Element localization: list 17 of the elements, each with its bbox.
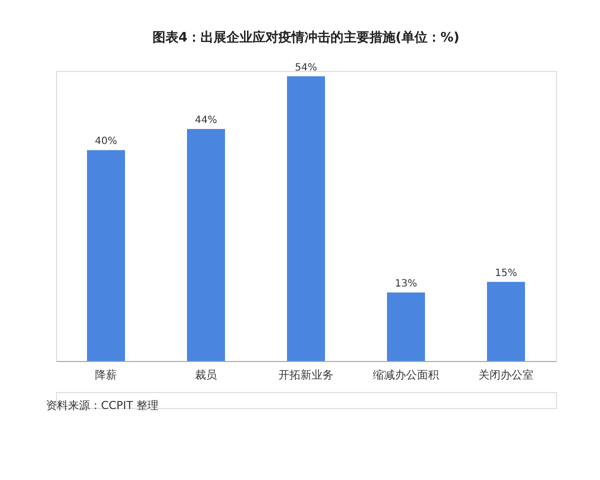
data-label: 44%: [194, 115, 218, 126]
bar: [187, 129, 225, 361]
bar: [487, 282, 525, 361]
data-label: 13%: [394, 278, 418, 290]
x-tick-label: 关闭办公室: [478, 368, 534, 382]
x-tick-label: 缩减办公面积: [373, 368, 439, 382]
x-tick-label: 裁员: [195, 368, 217, 382]
x-tick-label: 开拓新业务: [278, 368, 334, 382]
bar: [287, 76, 325, 361]
bar: [387, 292, 425, 361]
x-tick-label: 降薪: [95, 368, 117, 382]
data-label: 54%: [294, 62, 318, 74]
data-label: 15%: [494, 268, 518, 279]
chart-title: 图表4：出展企业应对疫情冲击的主要措施(单位：%): [152, 29, 460, 46]
data-label: 40%: [94, 136, 118, 148]
text: 资料来源：CCPIT 整理: [46, 399, 158, 412]
bar: [87, 150, 125, 361]
